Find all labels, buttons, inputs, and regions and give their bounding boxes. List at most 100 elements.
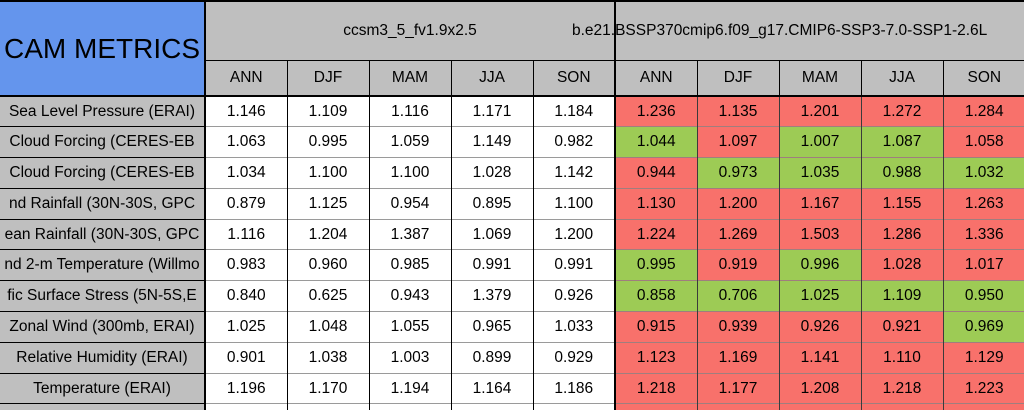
table-row: nd 2-m Temperature (Willmo 0.983 0.960 0.98… xyxy=(0,249,1024,281)
comparison-value-cell: 1.109 xyxy=(860,280,943,312)
column-header-jja: JJA xyxy=(450,60,533,97)
comparison-value-cell: 1.087 xyxy=(860,126,943,158)
comparison-value-cell: 0.706 xyxy=(696,280,779,312)
group-header-comparison-label: b.e21.BSSP370cmip6.f09_g17.CMIP6-SSP3-7.… xyxy=(572,21,988,39)
baseline-value-cell: 1.200 xyxy=(532,218,615,250)
comparison-value-cell: 0.995 xyxy=(614,249,697,281)
comparison-value-cell: 1.032 xyxy=(942,157,1024,189)
baseline-value-cell: 1.100 xyxy=(532,187,615,220)
column-header-djf: DJF xyxy=(696,60,779,97)
baseline-value-cell: 0.991 xyxy=(532,249,615,281)
metric-label: fic Surface Stress (5N-5S,E xyxy=(0,280,206,312)
comparison-value-cell: 1.007 xyxy=(778,126,861,158)
comparison-value-cell: 1.097 xyxy=(696,126,779,158)
baseline-value-cell: 1.055 xyxy=(368,311,451,343)
baseline-value-cell: 0.895 xyxy=(450,187,533,220)
comparison-value-cell: 1.263 xyxy=(942,187,1024,220)
comparison-value-cell: 1.218 xyxy=(860,372,943,404)
column-header-jja: JJA xyxy=(860,60,943,97)
metric-label: Relative Humidity (ERAI) xyxy=(0,341,206,374)
comparison-value-cell: 0.950 xyxy=(942,280,1024,312)
column-header-mam: MAM xyxy=(368,60,451,97)
comparison-value-cell: 0.944 xyxy=(614,157,697,189)
comparison-value-cell: 1.218 xyxy=(614,372,697,404)
column-header-ann: ANN xyxy=(204,60,287,97)
baseline-value-cell: 0.899 xyxy=(450,341,533,374)
comparison-value-cell: 0.988 xyxy=(860,157,943,189)
baseline-value-cell xyxy=(532,403,615,410)
comparison-value-cell: 1.200 xyxy=(696,187,779,220)
comparison-value-cell: 1.044 xyxy=(614,126,697,158)
baseline-value-cell: 1.034 xyxy=(204,157,287,189)
baseline-value-cell: 0.926 xyxy=(532,280,615,312)
comparison-value-cell: 0.969 xyxy=(942,311,1024,343)
comparison-value-cell: 1.017 xyxy=(942,249,1024,281)
comparison-value-cell: 1.058 xyxy=(942,126,1024,158)
metric-label: nd Rainfall (30N-30S, GPC xyxy=(0,187,206,220)
metric-label xyxy=(0,403,206,410)
column-header-mam: MAM xyxy=(778,60,861,97)
table-row: Cloud Forcing (CERES-EB 1.034 1.100 1.100 1.… xyxy=(0,157,1024,189)
baseline-value-cell: 1.194 xyxy=(368,372,451,404)
metric-label: Zonal Wind (300mb, ERAI) xyxy=(0,311,206,343)
baseline-value-cell: 1.100 xyxy=(368,157,451,189)
table-row: Cloud Forcing (CERES-EB 1.063 0.995 1.059 1.… xyxy=(0,126,1024,158)
baseline-value-cell: 1.146 xyxy=(204,95,287,127)
comparison-value-cell: 0.915 xyxy=(614,311,697,343)
comparison-value-cell: 1.224 xyxy=(614,218,697,250)
comparison-value-cell: 1.155 xyxy=(860,187,943,220)
baseline-value-cell: 0.840 xyxy=(204,280,287,312)
baseline-value-cell xyxy=(286,403,369,410)
baseline-value-cell: 0.982 xyxy=(532,126,615,158)
column-header-son: SON xyxy=(942,60,1024,97)
table-row: Temperature (ERAI) 1.196 1.170 1.194 1.164 1.… xyxy=(0,372,1024,404)
comparison-value-cell: 0.973 xyxy=(696,157,779,189)
baseline-value-cell: 1.171 xyxy=(450,95,533,127)
metric-label: Temperature (ERAI) xyxy=(0,372,206,404)
comparison-value-cell: 1.129 xyxy=(942,341,1024,374)
table-row-partial xyxy=(0,403,1024,410)
metric-label: Cloud Forcing (CERES-EB xyxy=(0,157,206,189)
comparison-value-cell: 1.177 xyxy=(696,372,779,404)
comparison-value-cell: 1.269 xyxy=(696,218,779,250)
table-row: Sea Level Pressure (ERAI) 1.146 1.109 1.116… xyxy=(0,95,1024,127)
comparison-value-cell: 1.236 xyxy=(614,95,697,127)
baseline-value-cell: 0.879 xyxy=(204,187,287,220)
comparison-value-cell: 1.167 xyxy=(778,187,861,220)
comparison-value-cell: 1.141 xyxy=(778,341,861,374)
table-title: CAM METRICS xyxy=(0,1,206,97)
baseline-value-cell: 1.063 xyxy=(204,126,287,158)
comparison-value-cell: 1.123 xyxy=(614,341,697,374)
comparison-value-cell: 1.286 xyxy=(860,218,943,250)
comparison-value-cell: 0.921 xyxy=(860,311,943,343)
baseline-value-cell: 0.929 xyxy=(532,341,615,374)
table-row: nd Rainfall (30N-30S, GPC 0.879 1.125 0.954… xyxy=(0,187,1024,220)
comparison-value-cell: 1.336 xyxy=(942,218,1024,250)
baseline-value-cell: 1.003 xyxy=(368,341,451,374)
baseline-value-cell: 1.116 xyxy=(204,218,287,250)
baseline-value-cell: 1.048 xyxy=(286,311,369,343)
comparison-value-cell xyxy=(614,403,697,410)
baseline-value-cell: 0.943 xyxy=(368,280,451,312)
baseline-value-cell: 1.125 xyxy=(286,187,369,220)
baseline-value-cell: 1.149 xyxy=(450,126,533,158)
baseline-value-cell: 1.069 xyxy=(450,218,533,250)
comparison-value-cell: 1.130 xyxy=(614,187,697,220)
column-header-son: SON xyxy=(532,60,615,97)
column-header-djf: DJF xyxy=(286,60,369,97)
comparison-value-cell: 0.919 xyxy=(696,249,779,281)
metric-label: Cloud Forcing (CERES-EB xyxy=(0,126,206,158)
baseline-value-cell: 0.965 xyxy=(450,311,533,343)
baseline-value-cell: 0.983 xyxy=(204,249,287,281)
baseline-value-cell: 1.038 xyxy=(286,341,369,374)
comparison-value-cell: 1.272 xyxy=(860,95,943,127)
metric-label: nd 2-m Temperature (Willmo xyxy=(0,249,206,281)
comparison-value-cell: 0.939 xyxy=(696,311,779,343)
baseline-value-cell: 1.100 xyxy=(286,157,369,189)
baseline-value-cell: 0.901 xyxy=(204,341,287,374)
comparison-value-cell xyxy=(696,403,779,410)
comparison-value-cell xyxy=(942,403,1024,410)
comparison-value-cell: 1.169 xyxy=(696,341,779,374)
group-header-row: CAM METRICS ccsm3_5_fv1.9x2.5 b.e21.BSSP… xyxy=(0,1,1024,97)
